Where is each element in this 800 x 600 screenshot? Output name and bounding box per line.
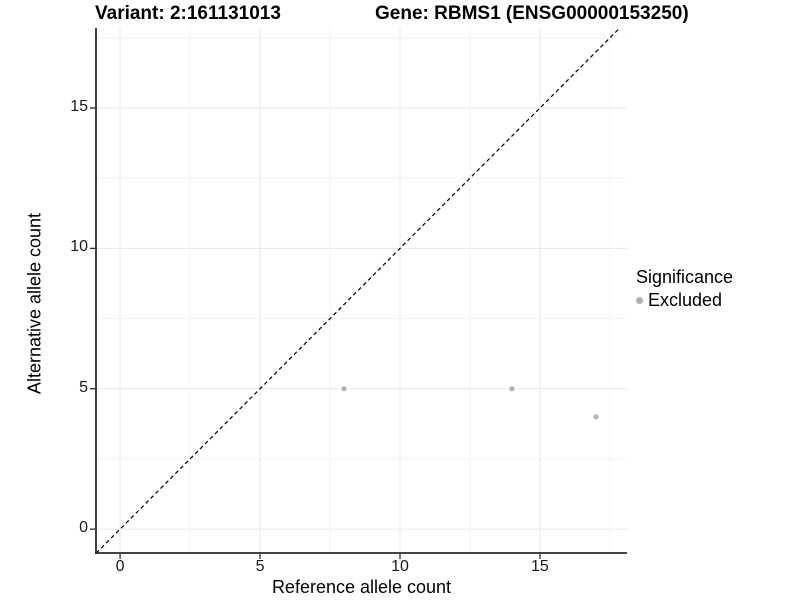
data-points xyxy=(341,386,599,420)
legend-point-icon xyxy=(636,297,643,304)
data-point xyxy=(593,414,599,420)
y-tick-label: 0 xyxy=(79,519,88,537)
x-tick-label: 0 xyxy=(115,558,125,575)
y-tick-label: 5 xyxy=(79,378,88,396)
gridlines-major xyxy=(96,28,627,553)
plot-title-gene: Gene: RBMS1 (ENSG00000153250) xyxy=(375,3,689,24)
y-tick-label: 10 xyxy=(70,238,88,256)
identity-line xyxy=(95,27,621,554)
legend-item-excluded: Excluded xyxy=(636,290,733,311)
x-tick-label: 15 xyxy=(531,558,549,575)
plot-title-variant: Variant: 2:161131013 xyxy=(95,3,281,24)
axis-ticks xyxy=(90,107,541,559)
x-tick-label: 10 xyxy=(391,558,409,575)
data-point xyxy=(509,386,515,392)
x-axis-label: Reference allele count xyxy=(271,577,452,597)
axis-lines xyxy=(95,28,627,554)
legend: Significance Excluded xyxy=(636,267,733,311)
data-point xyxy=(341,386,347,392)
gridlines-minor xyxy=(96,28,627,553)
legend-title: Significance xyxy=(636,267,734,287)
y-tick-label: 15 xyxy=(70,98,88,115)
x-tick-label: 5 xyxy=(255,558,265,575)
legend-item-label: Excluded xyxy=(648,290,723,310)
